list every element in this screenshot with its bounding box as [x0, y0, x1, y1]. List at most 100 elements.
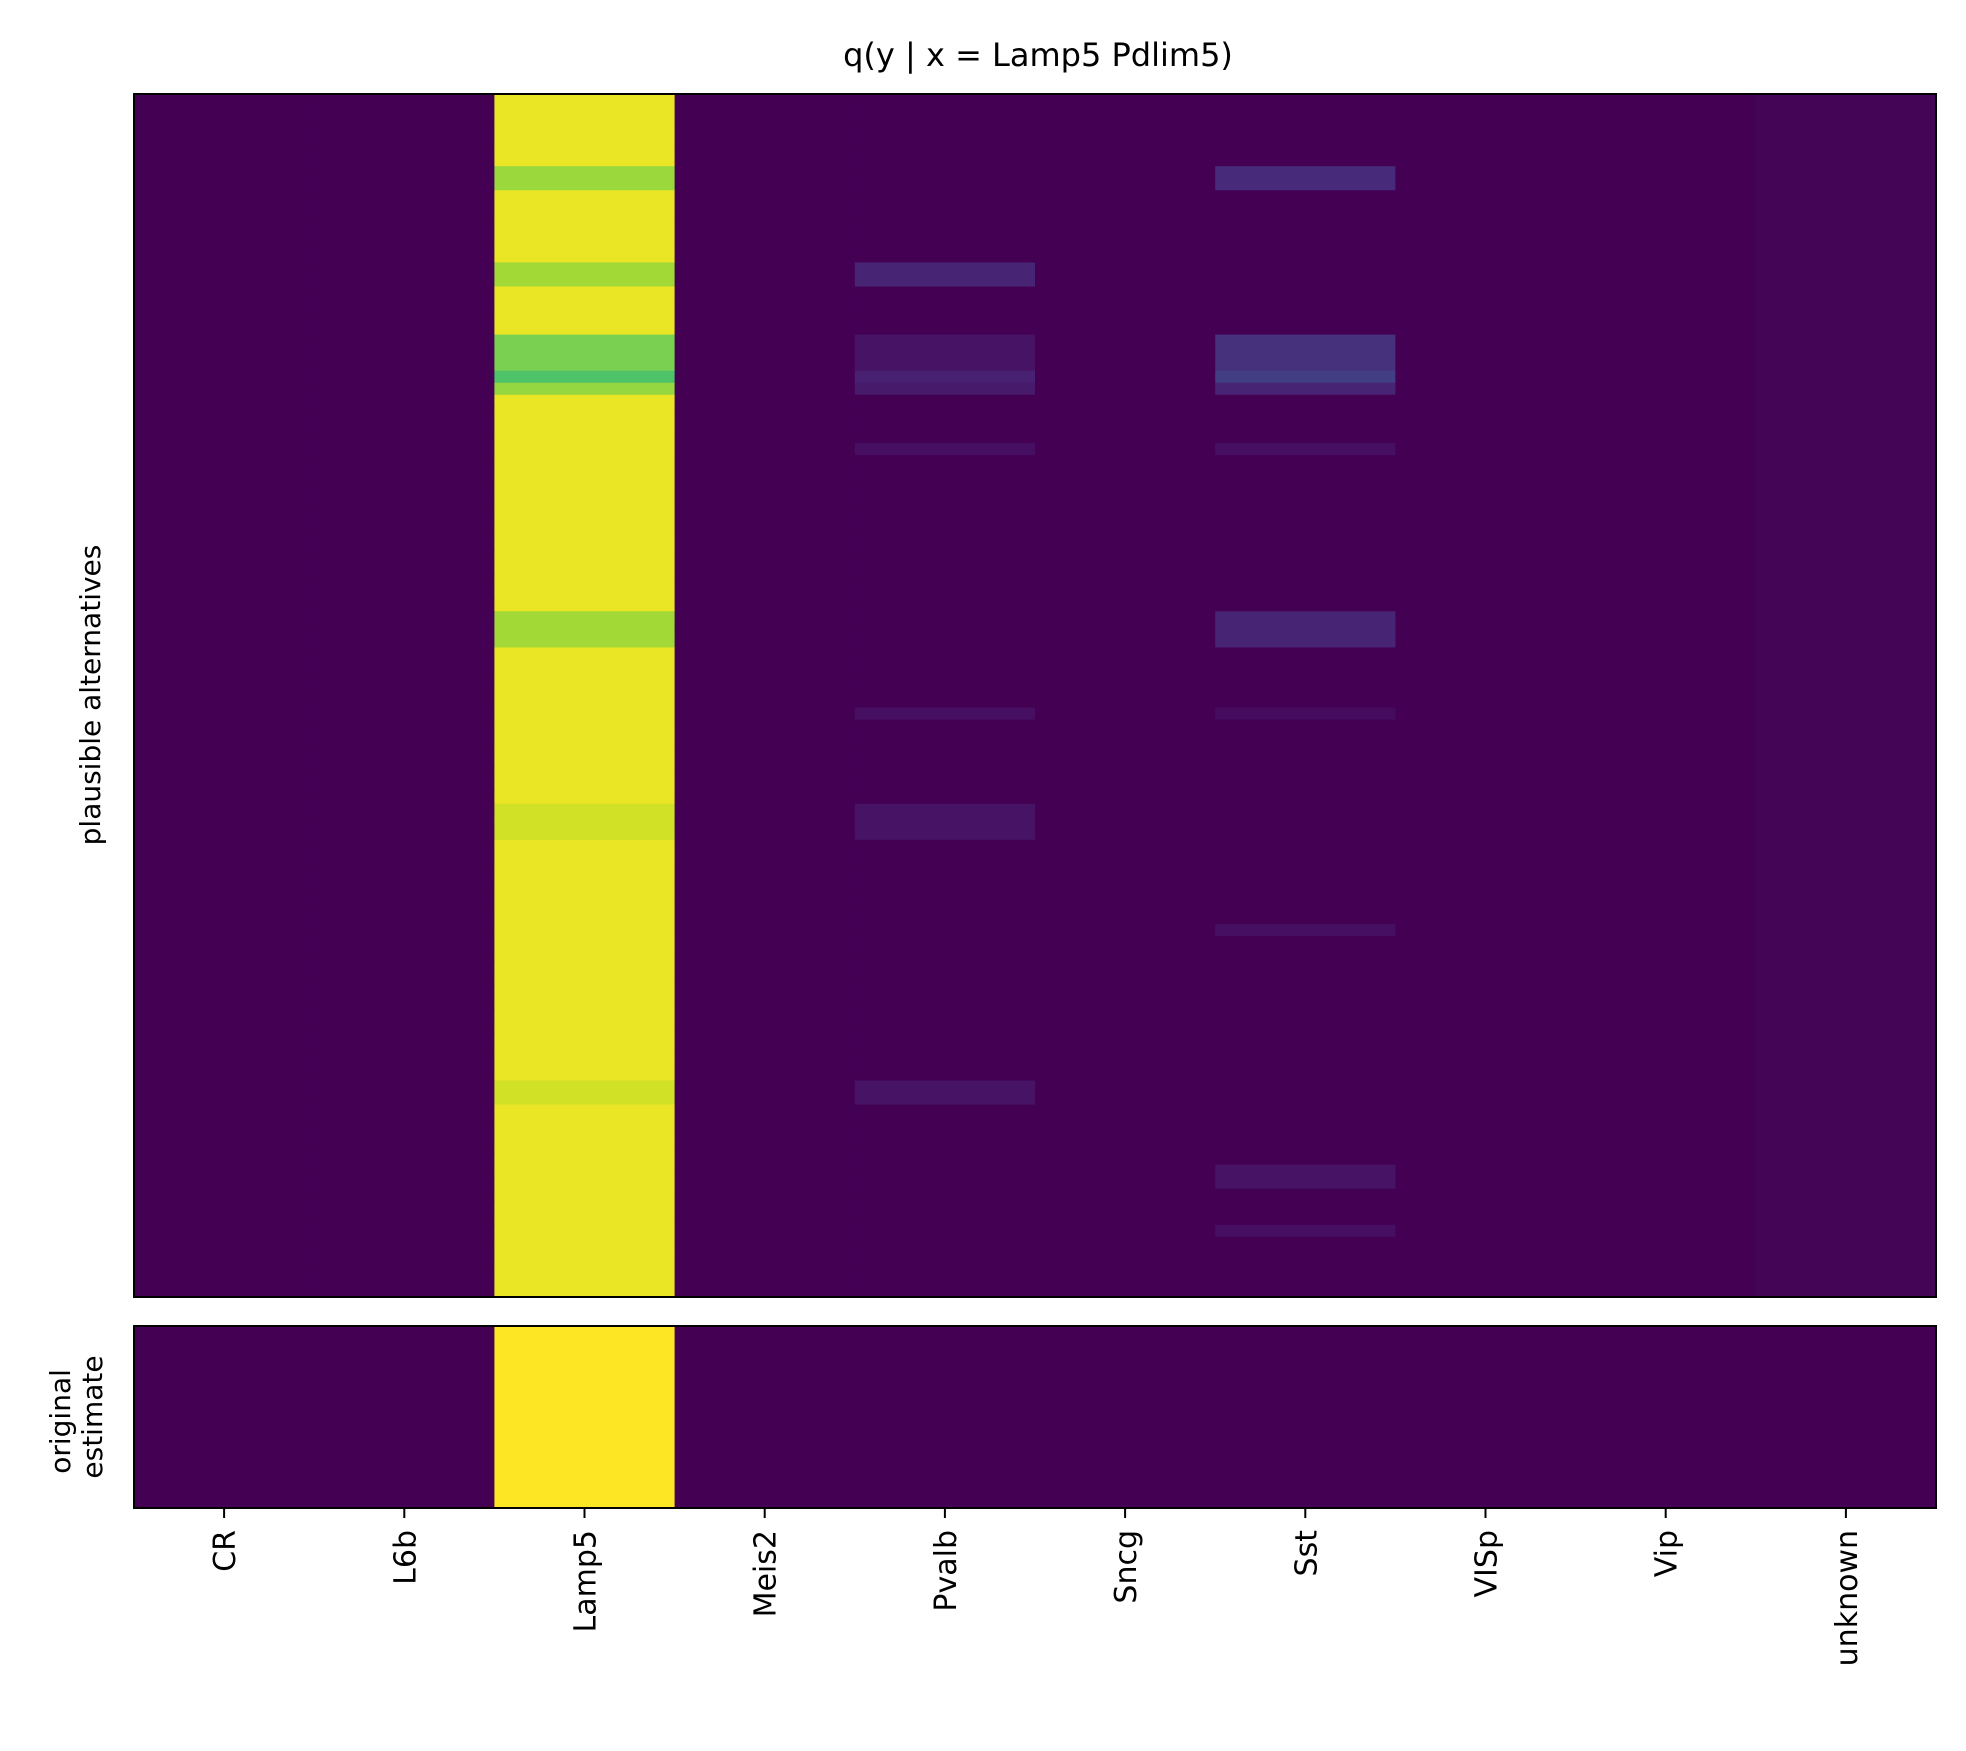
heatmap-cell [1215, 106, 1396, 119]
heatmap-cell [314, 1008, 495, 1021]
heatmap-cell [1215, 1140, 1396, 1154]
heatmap-cell [134, 887, 315, 901]
heatmap-cell [314, 1068, 495, 1082]
heatmap-cell [494, 1284, 676, 1298]
heatmap-cell [1395, 539, 1577, 552]
heatmap-cell [1395, 984, 1577, 997]
heatmap-cell [1755, 803, 1937, 817]
heatmap-cell [1575, 1248, 1757, 1262]
heatmap-cell [1575, 1020, 1757, 1033]
heatmap-cell [314, 779, 495, 793]
heatmap-cell [1575, 1224, 1757, 1238]
heatmap-cell [1035, 972, 1216, 985]
heatmap-cell [1575, 466, 1757, 480]
heatmap-cell [494, 430, 676, 444]
heatmap-cell [1395, 924, 1577, 937]
heatmap-cell [1395, 1068, 1577, 1082]
heatmap-cell [494, 563, 676, 576]
heatmap-cell [854, 912, 1036, 925]
heatmap-cell [134, 202, 315, 215]
heatmap-cell [1035, 755, 1216, 769]
heatmap-cell [134, 1128, 315, 1142]
heatmap-cell [674, 683, 856, 697]
heatmap-cell [1395, 286, 1577, 300]
heatmap-cell [854, 863, 1036, 877]
heatmap-cell [674, 166, 856, 179]
heatmap-cell [854, 142, 1036, 155]
heatmap-cell [674, 358, 856, 372]
heatmap-cell [674, 478, 856, 492]
heatmap-cell [854, 334, 1036, 348]
heatmap-cell [1395, 623, 1577, 636]
heatmap-cell [1035, 1248, 1216, 1262]
heatmap-cell [1755, 1092, 1937, 1106]
heatmap-cell [1035, 190, 1216, 203]
heatmap-cell [1215, 346, 1396, 360]
heatmap-cell [1575, 683, 1757, 697]
heatmap-cell [1575, 563, 1757, 576]
heatmap-cell [1035, 575, 1216, 588]
heatmap-cell [1035, 1164, 1216, 1178]
heatmap-cell [1035, 1224, 1216, 1238]
heatmap-cell [1215, 683, 1396, 697]
heatmap-cell [494, 1128, 676, 1142]
heatmap-cell [494, 1044, 676, 1057]
heatmap-cell [494, 178, 676, 191]
heatmap-cell [1395, 214, 1577, 227]
heatmap-cell [854, 731, 1036, 745]
heatmap-cell [1215, 166, 1396, 179]
heatmap-cell [1035, 1152, 1216, 1166]
heatmap-cell [1215, 972, 1396, 985]
heatmap-cell [1755, 743, 1937, 757]
heatmap-cell [1215, 503, 1396, 516]
heatmap-cell [1035, 118, 1216, 131]
heatmap-cell [1395, 442, 1577, 456]
heatmap-cell [1035, 490, 1216, 504]
heatmap-cell [1215, 815, 1396, 829]
heatmap-cell [1215, 1236, 1396, 1250]
heatmap-cell [494, 1164, 676, 1178]
heatmap-cell [674, 262, 856, 276]
heatmap-cell [854, 418, 1036, 432]
heatmap-cell [494, 394, 676, 408]
heatmap-cell [1755, 996, 1937, 1009]
heatmap-cell [494, 118, 676, 131]
heatmap-cell [314, 803, 495, 817]
heatmap-cell [1215, 298, 1396, 312]
heatmap-cell [1215, 1284, 1396, 1298]
heatmap-cell [674, 1020, 856, 1033]
heatmap-cell [854, 454, 1036, 468]
heatmap-cell [1755, 130, 1937, 143]
heatmap-cell [1575, 960, 1757, 973]
heatmap-cell [314, 575, 495, 588]
heatmap-cell [1395, 695, 1577, 709]
heatmap-cell [494, 154, 676, 167]
heatmap-cell [134, 1092, 315, 1106]
heatmap-cell [1215, 310, 1396, 324]
heatmap-cell [1035, 875, 1216, 889]
heatmap-cell [134, 310, 315, 324]
heatmap-cell [134, 226, 315, 239]
heatmap-cell [1575, 755, 1757, 769]
heatmap-cell [1755, 430, 1937, 444]
heatmap-cell [1755, 466, 1937, 480]
heatmap-cell [674, 334, 856, 348]
heatmap-cell [1035, 1200, 1216, 1214]
heatmap-cell [1575, 370, 1757, 384]
heatmap-cell [854, 1260, 1036, 1274]
heatmap-cell [1035, 515, 1216, 528]
heatmap-cell [1035, 635, 1216, 648]
heatmap-cell [314, 178, 495, 191]
heatmap-cell [134, 611, 315, 624]
heatmap-cell [1215, 238, 1396, 251]
heatmap-cell [1575, 286, 1757, 300]
heatmap-cell [1575, 202, 1757, 215]
heatmap-cell [314, 1128, 495, 1142]
heatmap-cell [134, 1068, 315, 1082]
heatmap-cell [1755, 695, 1937, 709]
heatmap-cell [494, 599, 676, 612]
heatmap-cell [314, 839, 495, 853]
chart-title: q(y | x = Lamp5 Pdlim5) [843, 36, 1233, 74]
heatmap-cell [1215, 887, 1396, 901]
heatmap-cell [1575, 743, 1757, 757]
